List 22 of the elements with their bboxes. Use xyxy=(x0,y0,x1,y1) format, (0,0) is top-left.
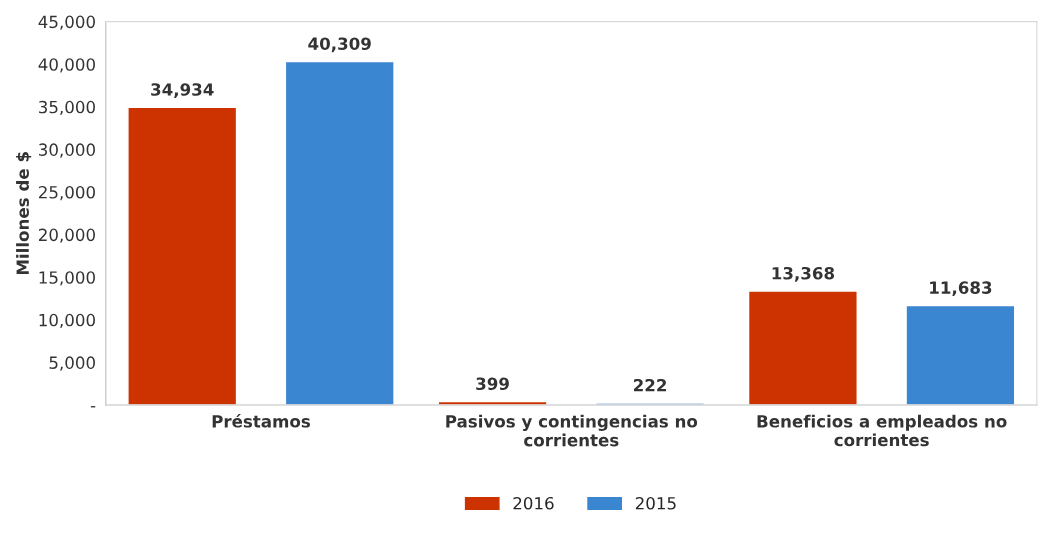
data-label: 399 xyxy=(476,377,509,391)
y-tick-label: - xyxy=(90,406,96,408)
y-tick-label: 20,000 xyxy=(38,228,95,243)
y-tick-label: 15,000 xyxy=(39,271,95,286)
data-label: 34,934 xyxy=(151,83,214,98)
y-tick-label: 5,000 xyxy=(49,356,95,371)
y-tick-label: 35,000 xyxy=(39,100,95,116)
x-tick-label: Préstamos xyxy=(212,414,310,428)
y-tick-label: 25,000 xyxy=(38,185,95,201)
data-label: 222 xyxy=(633,378,667,392)
legend-label: 2015 xyxy=(635,496,676,510)
x-tick-label: Beneficios a empleados no corrientes xyxy=(757,414,1007,447)
data-label: 13,368 xyxy=(772,266,835,282)
y-axis-title: Millones de $ xyxy=(16,152,32,275)
y-tick-label: 45,000 xyxy=(38,15,95,30)
y-tick-label: 40,000 xyxy=(38,58,95,73)
legend-label: 2016 xyxy=(513,496,554,510)
data-label: 40,309 xyxy=(308,37,371,53)
y-tick-label: 10,000 xyxy=(39,313,95,329)
x-tick-label: Pasivos y contingencias no corrientes xyxy=(446,414,698,447)
y-tick-label: 30,000 xyxy=(39,143,95,158)
data-label: 11,683 xyxy=(930,281,992,297)
